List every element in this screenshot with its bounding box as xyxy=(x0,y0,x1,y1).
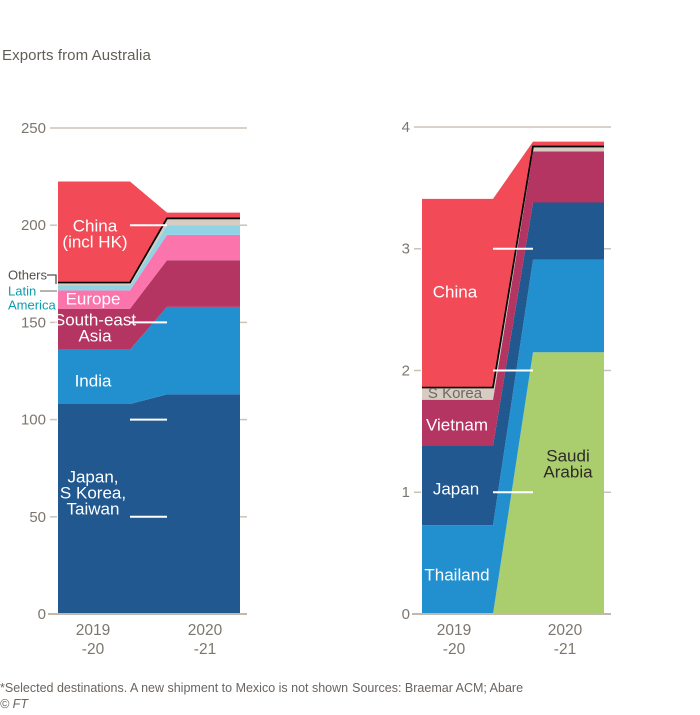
band-label: Taiwan xyxy=(67,499,120,518)
annotation-latin: Latin xyxy=(8,283,36,298)
band-label: Saudi xyxy=(546,446,589,465)
x-tick-label: -21 xyxy=(194,641,216,658)
area-s-korea xyxy=(422,146,604,400)
x-tick-label: 2019 xyxy=(437,622,471,639)
band-label: Europe xyxy=(66,289,121,308)
y-tick-label: 250 xyxy=(21,120,46,137)
band-label: Japan xyxy=(433,479,479,498)
x-tick-label: -20 xyxy=(443,641,466,658)
chart-footnote: *Selected destinations. A new shipment t… xyxy=(0,681,523,695)
band-label: India xyxy=(75,371,112,390)
band-label: Vietnam xyxy=(426,415,488,434)
x-tick-label: 2020 xyxy=(548,622,583,639)
band-label: China xyxy=(433,282,478,301)
x-tick-label: 2019 xyxy=(76,622,110,639)
area-japan-s-korea-taiwan xyxy=(58,394,240,614)
y-tick-label: 200 xyxy=(21,217,46,234)
y-tick-label: 2 xyxy=(402,362,410,379)
band-label: Japan, xyxy=(67,467,118,486)
y-tick-label: 4 xyxy=(402,119,410,136)
area-south-east-asia xyxy=(58,260,240,350)
area-china-incl-hk xyxy=(58,181,240,283)
area-latin-america xyxy=(58,225,240,291)
band-label: Arabia xyxy=(543,462,593,481)
area-thailand xyxy=(422,259,604,614)
chart-sources: Sources: Braemar ACM; Abare xyxy=(352,681,524,695)
area-vietnam xyxy=(422,151,604,446)
ft-credit: © FT xyxy=(0,697,28,711)
y-tick-label: 1 xyxy=(402,484,410,501)
y-tick-label: 3 xyxy=(402,241,410,258)
band-outline xyxy=(422,145,604,389)
band-label: S Korea xyxy=(428,385,483,402)
x-tick-label: 2020 xyxy=(188,622,223,639)
band-label: South-east xyxy=(54,310,136,329)
annotation-connector xyxy=(47,274,57,284)
y-tick-label: 50 xyxy=(29,509,46,526)
annotation-latin: America xyxy=(8,297,56,312)
area-others xyxy=(58,218,240,286)
footnote-text: *Selected destinations. A new shipment t… xyxy=(0,681,349,695)
y-tick-label: 0 xyxy=(38,606,46,623)
chart-subtitle: Exports from Australia xyxy=(2,47,151,64)
x-tick-label: -21 xyxy=(554,641,576,658)
y-tick-label: 100 xyxy=(21,412,46,429)
y-tick-label: 0 xyxy=(402,606,410,623)
band-label: S Korea, xyxy=(60,483,126,502)
band-outline xyxy=(58,217,240,284)
area-india xyxy=(58,306,240,405)
band-label: (incl HK) xyxy=(62,232,127,251)
y-tick-label: 150 xyxy=(21,314,46,331)
band-label: China xyxy=(73,216,118,235)
x-tick-label: -20 xyxy=(82,641,105,658)
annotation-others: Others xyxy=(8,267,48,282)
area-japan xyxy=(422,202,604,526)
band-label: Thailand xyxy=(424,565,489,584)
band-label: Asia xyxy=(78,326,112,345)
